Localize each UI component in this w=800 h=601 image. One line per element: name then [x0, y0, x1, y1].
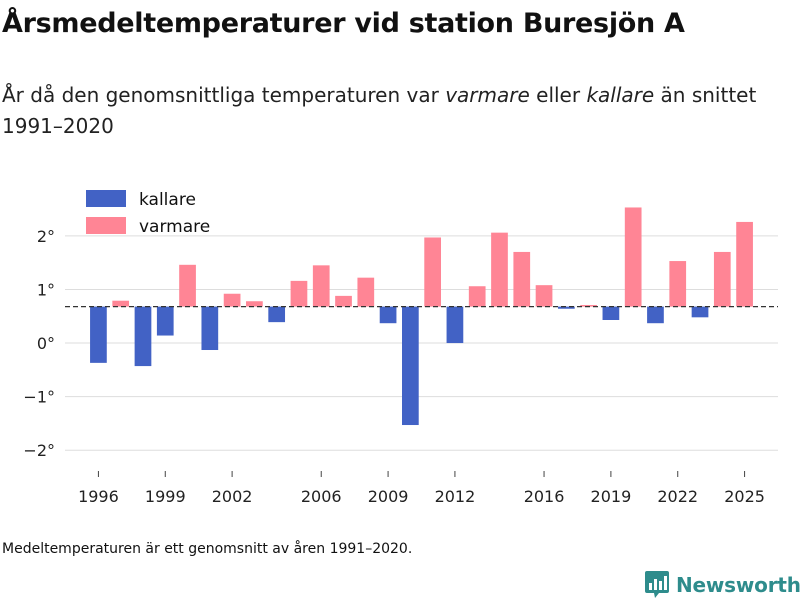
page-title: Årsmedeltemperaturer vid station Buresjö…: [2, 8, 685, 39]
subtitle-cold-word: kallare: [586, 83, 655, 107]
y-tick-label: −1°: [23, 388, 55, 407]
bar-2004: [268, 306, 286, 323]
x-tick-label: 2019: [591, 487, 632, 506]
subtitle-text-1: År då den genomsnittliga temperaturen va…: [2, 83, 446, 107]
legend-label-warmer: varmare: [139, 217, 210, 237]
temperature-bar-chart: −2° −1° 0° 1° 2° 1996 1999 2002 2006 2009 2012 2016…: [23, 190, 778, 506]
x-tick-label: 2022: [657, 487, 698, 506]
bar-2009: [379, 306, 397, 324]
bar-1999: [156, 306, 174, 336]
y-tick-label: 0°: [37, 334, 55, 353]
bar-2001: [201, 306, 219, 351]
bar-2021: [647, 306, 664, 324]
x-tick-label: 1996: [78, 487, 119, 506]
bar-2005: [290, 280, 308, 307]
brand-name: Newsworthy: [676, 573, 800, 597]
x-tick-label: 2009: [368, 487, 409, 506]
bar-2022: [669, 261, 687, 307]
bar-2017: [557, 306, 575, 309]
y-tick-label: 2°: [37, 227, 55, 246]
legend-swatch-warmer: [86, 217, 126, 234]
subtitle-warm-word: varmare: [445, 83, 530, 107]
bar-2024: [713, 251, 731, 307]
y-tick-label: 1°: [37, 280, 55, 299]
bar-2006: [312, 265, 330, 307]
newsworthy-logo-icon: [645, 571, 669, 598]
subtitle-text-2: eller: [529, 83, 587, 107]
brand-logo: Newsworthy: [644, 569, 800, 601]
bar-2018: [580, 304, 597, 307]
bar-2025: [736, 221, 753, 307]
bar-2000: [179, 264, 196, 307]
bar-2010: [402, 306, 419, 426]
bar-2015: [513, 251, 531, 307]
x-tick-label: 2025: [724, 487, 765, 506]
page-subtitle: År då den genomsnittliga temperaturen va…: [2, 80, 792, 142]
bar-2016: [535, 285, 553, 307]
bar-2012: [446, 306, 464, 344]
bar-2013: [468, 286, 486, 307]
legend-label-colder: kallare: [139, 190, 196, 210]
bar-2014: [491, 232, 508, 307]
bar-2011: [424, 237, 441, 307]
bar-1998: [134, 306, 152, 367]
y-tick-label: −2°: [23, 441, 55, 460]
bar-2020: [624, 207, 642, 307]
footnote: Medeltemperaturen är ett genomsnitt av å…: [2, 541, 413, 557]
bar-2023: [691, 306, 709, 318]
x-tick-label: 2012: [435, 487, 476, 506]
bar-1996: [90, 306, 107, 363]
bar-1997: [112, 300, 130, 307]
bar-2007: [335, 295, 352, 307]
subtitle-text-3: än snittet 1991–2020: [2, 83, 757, 138]
x-tick-label: 1999: [145, 487, 186, 506]
bar-2019: [602, 306, 620, 320]
bar-2002: [223, 293, 241, 307]
bar-2008: [357, 277, 375, 307]
x-tick-label: 2016: [524, 487, 565, 506]
x-tick-label: 2002: [212, 487, 253, 506]
bar-2003: [246, 301, 263, 307]
x-tick-label: 2006: [301, 487, 342, 506]
legend-swatch-colder: [86, 190, 126, 207]
